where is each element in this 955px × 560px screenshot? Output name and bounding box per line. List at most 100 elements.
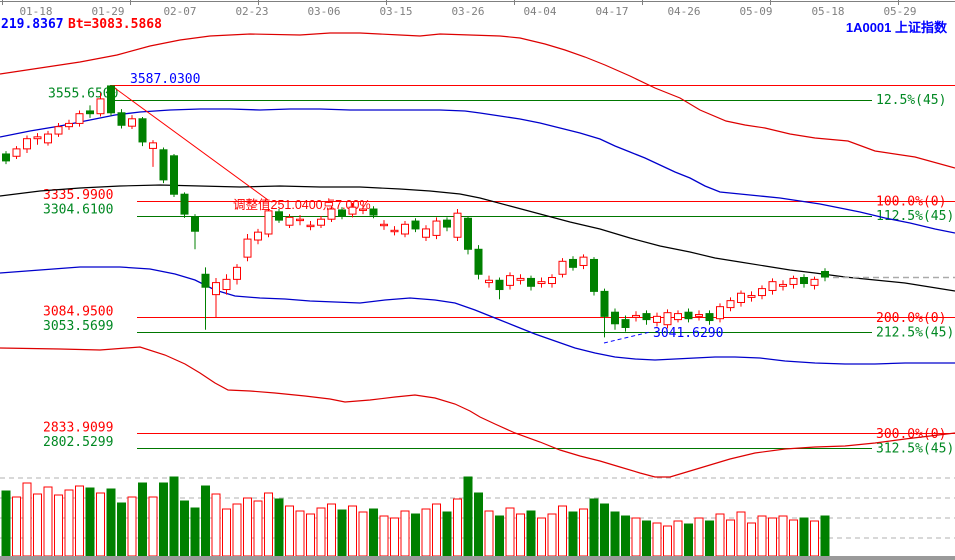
- fib-percent-label: 12.5%(45): [876, 93, 946, 108]
- volume-bar: [432, 503, 441, 557]
- candle: [537, 281, 546, 285]
- candle: [789, 277, 798, 285]
- candle: [684, 311, 693, 320]
- candle: [254, 231, 262, 241]
- volume-bar: [75, 485, 84, 557]
- candle: [590, 258, 598, 292]
- candle: [705, 313, 714, 322]
- axis-tick: [130, 0, 131, 5]
- volume-bar: [12, 496, 21, 557]
- volume-bar: [768, 517, 777, 557]
- candle: [695, 314, 703, 317]
- date-label: 03-15: [379, 5, 413, 18]
- candle: [663, 312, 672, 326]
- volume-bar: [715, 513, 725, 557]
- candle: [338, 209, 346, 217]
- date-label: 04-17: [595, 5, 629, 18]
- candle: [726, 300, 735, 309]
- candle: [600, 290, 609, 317]
- date-label: 01-29: [91, 5, 125, 18]
- candle: [54, 126, 63, 135]
- candle: [548, 277, 556, 285]
- volume-bar: [54, 494, 63, 557]
- date-axis: 01-18 01-29 02-07 02-23 03-06 03-15 03-26 04-04…: [0, 5, 955, 19]
- measure-trendline: [111, 85, 269, 201]
- candle: [474, 248, 483, 275]
- candle: [527, 277, 535, 287]
- volume-bar: [85, 487, 95, 557]
- candle: [495, 279, 504, 291]
- blue-upper-band-line: [0, 108, 955, 234]
- candle: [569, 258, 577, 268]
- low-pointer-line: [603, 331, 651, 344]
- candle: [716, 306, 724, 320]
- symbol-title: 1A0001 上证指数: [845, 20, 947, 35]
- candle: [107, 85, 115, 114]
- candle: [642, 313, 651, 321]
- volume-bar: [106, 488, 116, 557]
- candle: [464, 217, 472, 250]
- black-ma-line: [0, 184, 955, 292]
- candle: [747, 295, 756, 298]
- candle: [443, 219, 451, 228]
- fib-percent-label: 212.5%(45): [876, 325, 954, 340]
- volume-bar: [411, 513, 420, 557]
- indicator-left-value: 219.8367: [1, 17, 64, 32]
- candle: [432, 220, 441, 236]
- volume-bar: [400, 510, 410, 557]
- volume-bar: [421, 508, 431, 557]
- candle: [821, 270, 829, 278]
- fib-price-label: 2802.5299: [43, 435, 113, 450]
- volume-bar: [243, 497, 252, 557]
- date-label: 02-07: [163, 5, 197, 18]
- axis-tick: [2, 0, 3, 5]
- date-label: 02-23: [235, 5, 269, 18]
- upper-envelope-line: [0, 32, 955, 169]
- axis-tick: [898, 0, 899, 5]
- volume-bar: [820, 515, 830, 557]
- candle: [86, 110, 94, 115]
- fib-price-label: 2833.9099: [43, 420, 113, 435]
- candle: [170, 155, 178, 195]
- candle: [411, 220, 420, 230]
- candle: [401, 223, 409, 235]
- volume-bar: [610, 511, 620, 557]
- low-price-label: 3041.6290: [653, 326, 723, 341]
- date-label: 05-18: [811, 5, 845, 18]
- volume-baseline-strip: [0, 556, 955, 560]
- volume-bar: [526, 510, 536, 557]
- volume-bar: [442, 511, 452, 557]
- candle: [243, 238, 252, 258]
- volume-bar: [463, 476, 473, 557]
- volume-bar: [516, 513, 525, 557]
- candle: [327, 208, 336, 220]
- volume-bar: [316, 507, 326, 557]
- candle: [369, 208, 378, 216]
- candle: [632, 314, 640, 318]
- candle: [674, 313, 682, 321]
- candle: [12, 148, 21, 157]
- volume-bar: [757, 515, 767, 557]
- date-label: 03-06: [307, 5, 341, 18]
- volume-bar: [138, 482, 147, 557]
- candle: [44, 133, 52, 144]
- fib-price-label: 3304.6100: [43, 203, 113, 218]
- volume-bar: [810, 520, 819, 557]
- volume-bar: [285, 505, 294, 557]
- volume-bar: [778, 515, 788, 557]
- volume-bar: [390, 517, 399, 557]
- volume-bar: [22, 482, 32, 557]
- volume-bar: [274, 498, 284, 557]
- candle: [579, 256, 588, 266]
- volume-bar: [631, 517, 641, 557]
- volume-bar: [726, 519, 735, 557]
- fib-price-label: 3335.9900: [43, 188, 113, 203]
- volume-bar: [547, 513, 557, 557]
- date-label: 01-18: [19, 5, 53, 18]
- candle: [516, 277, 525, 281]
- volume-bar: [568, 511, 578, 557]
- candle: [23, 138, 31, 150]
- volume-bar: [537, 517, 546, 557]
- candle: [149, 142, 157, 149]
